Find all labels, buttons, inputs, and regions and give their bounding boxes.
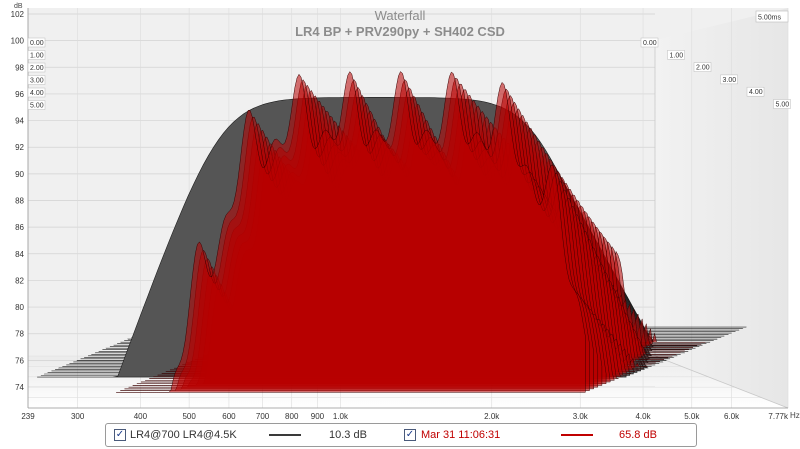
time-tick-left: 3.00 — [30, 78, 44, 85]
y-tick-label: 100 — [11, 37, 25, 46]
time-tick-left: 5.00 — [30, 103, 44, 110]
x-tick-label: 600 — [222, 412, 236, 421]
time-tick-right: 0.00 — [643, 40, 657, 47]
y-tick-label: 74 — [15, 383, 24, 392]
legend-item-1-value: 10.3 dB — [329, 429, 367, 441]
x-tick-label: 5.0k — [684, 412, 700, 421]
time-tick-box-right — [693, 62, 712, 72]
legend-item-1-label: LR4@700 LR4@4.5K — [130, 429, 237, 441]
time-tick-box-right — [773, 99, 791, 109]
x-tick-label: 7.77k — [768, 412, 789, 421]
time-label-box: 5.00ms — [755, 10, 789, 23]
time-tick-box-left — [27, 87, 46, 98]
legend-item-2-value: 65.8 dB — [619, 429, 657, 441]
x-tick-label: 700 — [256, 412, 270, 421]
legend-item-1-swatch — [269, 434, 301, 436]
time-tick-box-left — [27, 75, 46, 85]
y-tick-label: 98 — [15, 63, 24, 72]
box-edge — [654, 355, 789, 409]
y-tick-label: 92 — [15, 143, 24, 152]
x-tick-label: 800 — [285, 412, 299, 421]
time-tick-box-right — [720, 74, 738, 85]
x-tick-label: 500 — [182, 412, 196, 421]
legend-item-2-label: Mar 31 11:06:31 — [421, 429, 501, 441]
x-tick-label: 239 — [21, 412, 35, 421]
legend-checkbox-2[interactable]: ✓ — [404, 429, 416, 441]
x-tick-label: 900 — [311, 412, 325, 421]
time-tick-left: 4.00 — [30, 90, 44, 97]
x-tick-label: 6.0k — [724, 412, 740, 421]
chart-title: Waterfall — [374, 8, 426, 23]
time-tick-right: 3.00 — [723, 77, 737, 84]
y-tick-label: 86 — [15, 223, 24, 232]
time-tick-left: 1.00 — [30, 53, 44, 60]
x-tick-label: 4.0k — [635, 412, 651, 421]
y-tick-label: 80 — [15, 303, 24, 312]
time-tick-box-left — [27, 62, 46, 73]
time-tick-box-right — [746, 86, 765, 97]
time-tick-left: 0.00 — [30, 40, 44, 47]
x-tick-label: 2.0k — [484, 412, 500, 421]
y-tick-label: 94 — [15, 117, 24, 126]
x-tick-label: 400 — [134, 412, 148, 421]
y-tick-label: 82 — [15, 276, 24, 285]
x-axis-unit: Hz — [790, 411, 800, 420]
legend-item-2-swatch — [561, 434, 593, 436]
time-tick-left: 2.00 — [30, 65, 44, 72]
y-axis-ticks: 74 76 78 80 82 84 86 88 90 92 94 96 98 100 102 — [11, 10, 25, 392]
legend-checkbox-1[interactable]: ✓ — [114, 429, 126, 441]
plot-right-wall — [655, 8, 788, 408]
x-tick-label: 300 — [71, 412, 85, 421]
y-tick-label: 84 — [15, 250, 24, 259]
time-tick-box-right — [667, 50, 685, 60]
time-tick-box-left — [27, 37, 46, 48]
x-tick-label: 3.0k — [573, 412, 589, 421]
time-tick-right: 5.00 — [776, 102, 790, 109]
time-tick-box-left — [27, 100, 46, 110]
time-tick-right: 4.00 — [749, 89, 763, 96]
time-tick-right: 1.00 — [670, 52, 684, 59]
chart-subtitle: LR4 BP + PRV290py + SH402 CSD — [295, 24, 505, 39]
legend: ✓ LR4@700 LR4@4.5K 10.3 dB ✓ Mar 31 11:0… — [105, 423, 697, 447]
time-tick-box-left — [27, 50, 46, 60]
time-tick-box-right — [640, 37, 659, 48]
time-axis-ticks: 0.00 1.00 2.00 3.00 4.00 5.00 0.00 1.00 2.00 3.00… — [27, 37, 791, 110]
x-axis-ticks: 239 300 400 500 600 700 800 900 1.0k 2.0k 3.0k 4.0k… — [21, 412, 789, 421]
y-tick-label: 78 — [15, 330, 24, 339]
waterfall-surfaces — [37, 71, 747, 393]
y-tick-label: 96 — [15, 90, 24, 99]
y-tick-label: 90 — [15, 170, 24, 179]
red-slice — [115, 71, 586, 393]
x-tick-label: 1.0k — [333, 412, 349, 421]
y-tick-label: 102 — [11, 10, 25, 19]
time-label: 5.00ms — [758, 15, 781, 22]
y-tick-label: 88 — [15, 197, 24, 206]
y-tick-label: 76 — [15, 356, 24, 365]
y-axis-label: dB — [14, 3, 23, 10]
time-tick-right: 2.00 — [696, 65, 710, 72]
